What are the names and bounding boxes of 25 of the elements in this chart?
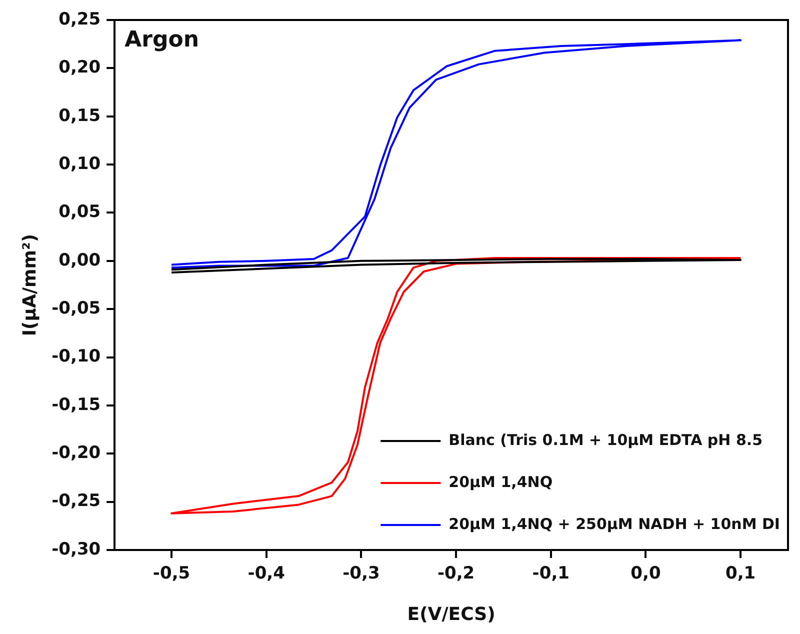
y-tick-label: -0,15 bbox=[52, 394, 101, 415]
y-tick-label: 0,20 bbox=[58, 58, 101, 78]
y-tick-label: -0,25 bbox=[52, 491, 101, 512]
x-tick-label: 0,0 bbox=[630, 564, 661, 584]
y-tick-label: -0,10 bbox=[52, 346, 101, 367]
x-tick-label: 0,1 bbox=[726, 564, 756, 584]
y-tick-label: 0,00 bbox=[58, 250, 101, 270]
x-tick-label: -0,4 bbox=[248, 564, 286, 584]
y-tick-label: -0,20 bbox=[52, 443, 101, 464]
y-tick-label: 0,10 bbox=[58, 154, 101, 174]
legend-label: 20µM 1,4NQ + 250µM NADH + 10nM DI bbox=[448, 514, 780, 533]
annotation: Argon bbox=[124, 28, 200, 53]
x-tick-label: -0,2 bbox=[437, 564, 475, 584]
y-tick-label: 0,05 bbox=[58, 202, 101, 222]
y-tick-label: 0,25 bbox=[58, 9, 101, 30]
y-tick-label: -0,30 bbox=[52, 539, 101, 560]
x-tick-label: -0,5 bbox=[152, 564, 190, 584]
y-tick-label: -0,05 bbox=[52, 298, 101, 319]
y-tick-label: 0,15 bbox=[58, 106, 101, 126]
x-tick-label: -0,1 bbox=[532, 564, 570, 584]
y-axis-title: I(µA/mm²) bbox=[19, 234, 40, 336]
x-axis-title: E(V/ECS) bbox=[407, 604, 496, 625]
legend-label: 20µM 1,4NQ bbox=[448, 472, 553, 491]
x-tick-label: -0,3 bbox=[342, 564, 380, 584]
legend-label: Blanc (Tris 0.1M + 10µM EDTA pH 8.5 bbox=[448, 430, 763, 449]
